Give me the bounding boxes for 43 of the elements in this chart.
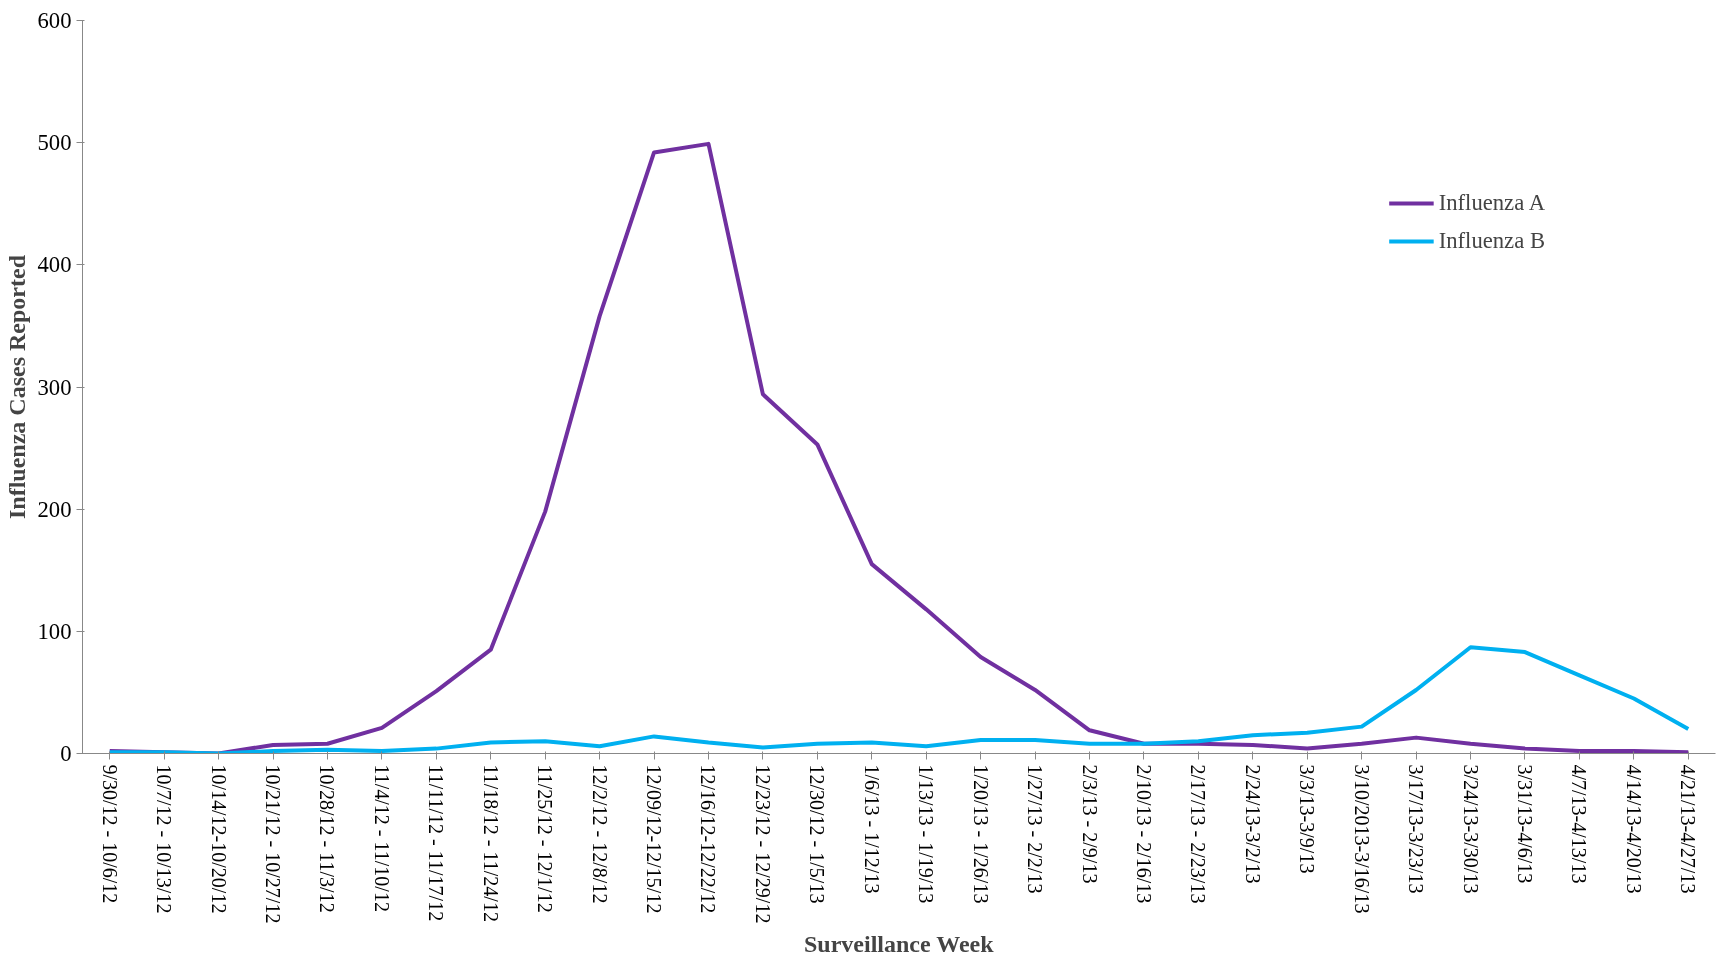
- x-tick-label: 11/4/12 - 11/10/12: [370, 764, 393, 912]
- x-tick-label: 10/7/12 - 10/13/12: [153, 764, 176, 914]
- x-tick-label: 12/2/12 - 12/8/12: [588, 764, 611, 904]
- x-tick-label: 12/16/12-12/22/12: [697, 764, 720, 914]
- x-tick-label: 2/3/13 - 2/9/13: [1078, 764, 1101, 884]
- x-tick-label: 10/21/12 - 10/27/12: [262, 764, 285, 924]
- x-tick-label: 1/13/13 - 1/19/13: [915, 764, 938, 904]
- x-tick-label: 2/17/13 - 2/23/13: [1187, 764, 1210, 904]
- x-tick-label: 9/30/12 - 10/6/12: [98, 764, 121, 904]
- x-tick-label: 2/24/13-3/2/13: [1241, 764, 1264, 884]
- line-series: [107, 141, 1691, 754]
- x-tick-label: 3/10/2013-3/16/13: [1350, 764, 1373, 914]
- x-tick-label: 3/24/13-3/30/13: [1459, 764, 1482, 894]
- y-tick-label: 500: [37, 130, 72, 156]
- y-tick-label: 100: [37, 618, 72, 644]
- x-tick-label: 11/11/12 - 11/17/12: [425, 764, 448, 922]
- x-tick-label: 10/28/12 - 11/3/12: [316, 764, 339, 913]
- x-tick-label: 3/31/13-4/6/13: [1513, 764, 1536, 884]
- x-tick-label: 1/6/13 - 1/12/13: [860, 764, 883, 894]
- y-tick-label: 600: [37, 8, 72, 33]
- x-tick-label: 12/30/12 - 1/5/13: [806, 764, 829, 904]
- x-tick-label: 4/21/13-4/27/13: [1677, 764, 1700, 894]
- x-tick-label: 12/09/12-12/15/12: [643, 764, 666, 914]
- x-tick-label: 3/3/13-3/9/13: [1296, 764, 1319, 874]
- y-tick-label: 400: [37, 252, 72, 278]
- x-tick-label: 1/20/13 - 1/26/13: [969, 764, 992, 904]
- x-tick-label: 1/27/13 - 2/2/13: [1024, 764, 1047, 894]
- y-axis-title: Influenza Cases Reported: [3, 254, 30, 519]
- x-axis-title: Surveillance Week: [804, 931, 995, 958]
- line-series: [107, 645, 1691, 754]
- x-tick-label: 11/18/12 - 11/24/12: [479, 764, 502, 922]
- x-tick-label: 4/14/13-4/20/13: [1622, 764, 1645, 894]
- x-tick-label: 11/25/12 - 12/1/12: [534, 764, 557, 913]
- y-tick-label: 0: [60, 741, 72, 766]
- x-tick-label: 3/17/13-3/23/13: [1405, 764, 1428, 894]
- x-tick-label: 10/14/12-10/20/12: [207, 764, 230, 914]
- y-tick-label: 300: [37, 374, 72, 400]
- x-tick-label: 12/23/12 - 12/29/12: [751, 764, 774, 924]
- x-tick-label: 2/10/13 - 2/16/13: [1132, 764, 1155, 904]
- y-tick-label: 200: [37, 496, 72, 522]
- legend-label: Influenza B: [1438, 228, 1545, 254]
- legend-label: Influenza A: [1438, 190, 1545, 216]
- x-tick-label: 4/7/13-4/13/13: [1568, 764, 1591, 884]
